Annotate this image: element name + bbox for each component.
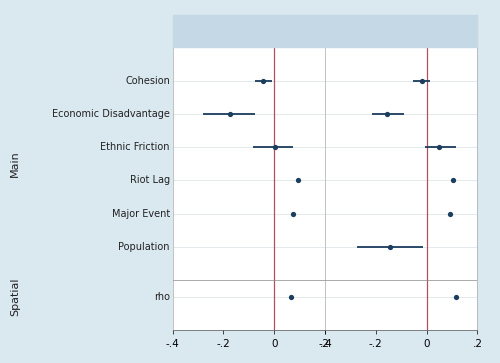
Text: Model B: Model B <box>378 24 425 37</box>
Text: Cohesion: Cohesion <box>125 76 170 86</box>
Text: Major Event: Major Event <box>112 209 170 219</box>
Text: rho: rho <box>154 292 170 302</box>
Text: Main: Main <box>10 150 20 177</box>
Text: Ethnic Friction: Ethnic Friction <box>100 142 170 152</box>
Text: Spatial: Spatial <box>10 278 20 316</box>
Text: Economic Disadvantage: Economic Disadvantage <box>52 109 170 119</box>
Text: Riot Lag: Riot Lag <box>130 175 170 185</box>
Text: Model A: Model A <box>225 24 272 37</box>
Text: Population: Population <box>118 242 170 252</box>
